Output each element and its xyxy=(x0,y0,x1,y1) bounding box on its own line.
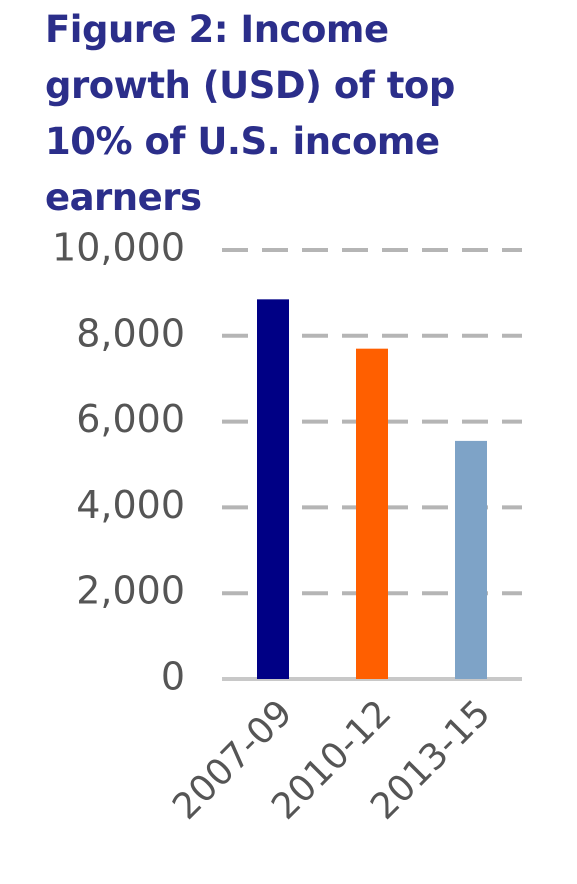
y-tick-label: 8,000 xyxy=(76,311,185,355)
bar xyxy=(455,440,487,679)
bar xyxy=(356,348,388,679)
chart-title: Figure 2: Income growth (USD) of top 10%… xyxy=(45,8,455,219)
y-tick-label: 4,000 xyxy=(76,483,185,527)
y-tick-label: 6,000 xyxy=(76,397,185,441)
bar xyxy=(257,299,289,679)
y-tick-label: 0 xyxy=(161,655,185,699)
y-tick-label: 10,000 xyxy=(52,226,185,270)
y-tick-label: 2,000 xyxy=(76,569,185,613)
